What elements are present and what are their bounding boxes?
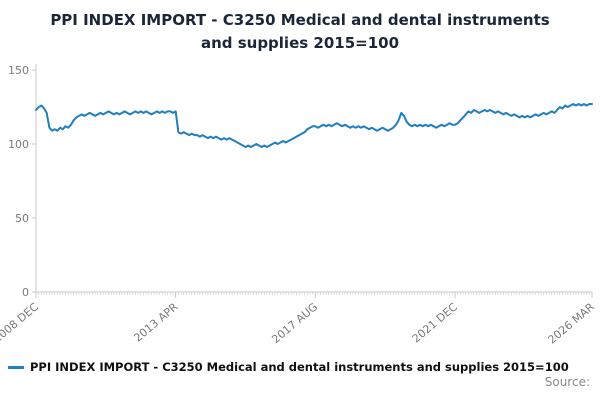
chart-area: 0 50 100 150 2008 DEC 2013 APR 2017 AUG 2021 DE… — [0, 56, 600, 356]
svg-text:2013 APR: 2013 APR — [131, 300, 180, 344]
chart-title-line1: PPI INDEX IMPORT - C3250 Medical and den… — [50, 11, 550, 29]
legend-label: PPI INDEX IMPORT - C3250 Medical and den… — [30, 360, 569, 374]
chart-title-line2: and supplies 2015=100 — [200, 33, 400, 52]
svg-text:2021 DEC: 2021 DEC — [410, 300, 460, 345]
svg-text:50: 50 — [15, 212, 29, 225]
svg-text:150: 150 — [8, 64, 29, 77]
svg-text:2008 DEC: 2008 DEC — [0, 300, 41, 345]
legend: PPI INDEX IMPORT - C3250 Medical and den… — [0, 360, 600, 374]
svg-text:0: 0 — [22, 286, 29, 299]
source-label: Source: — [544, 375, 590, 389]
svg-text:100: 100 — [8, 138, 29, 151]
svg-text:2017 AUG: 2017 AUG — [269, 300, 320, 346]
chart-svg: 0 50 100 150 2008 DEC 2013 APR 2017 AUG 2021 DE… — [0, 64, 598, 346]
legend-line-swatch — [8, 365, 24, 369]
svg-text:2026 MAR: 2026 MAR — [546, 300, 598, 346]
chart-title: PPI INDEX IMPORT - C3250 Medical and den… — [0, 0, 600, 54]
